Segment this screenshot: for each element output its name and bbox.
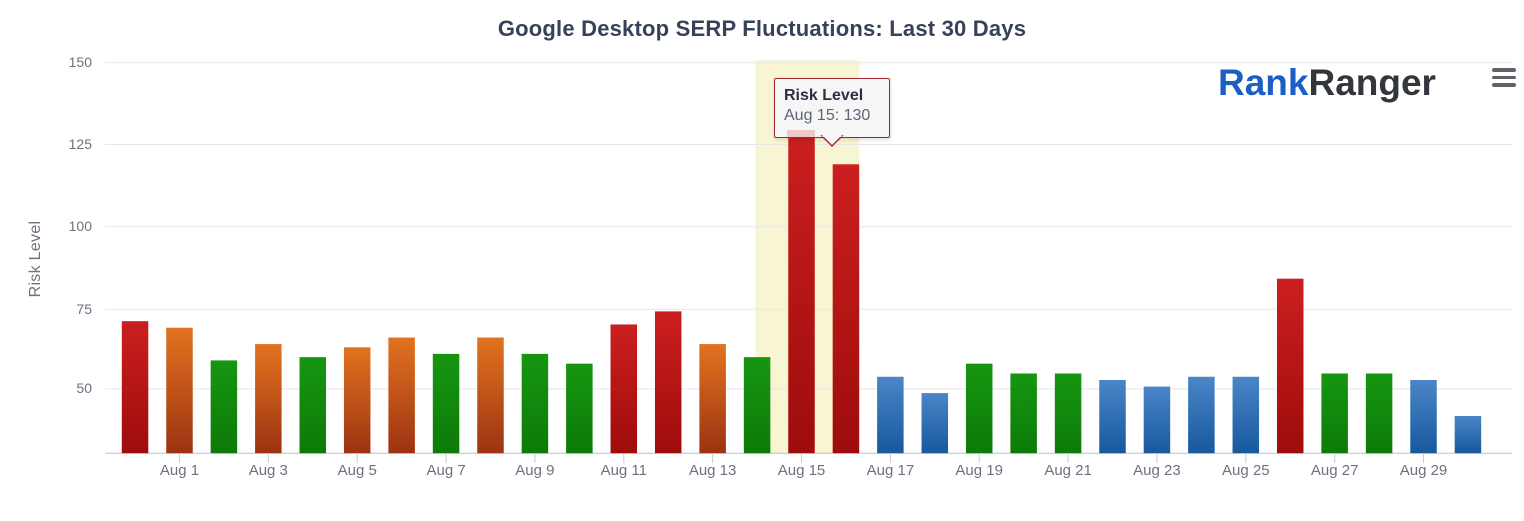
svg-text:Aug 17: Aug 17	[867, 462, 915, 479]
svg-text:Aug 13: Aug 13	[689, 462, 737, 479]
svg-text:75: 75	[76, 301, 92, 317]
svg-text:Aug 15: Aug 15	[778, 462, 826, 479]
svg-text:Aug 1: Aug 1	[160, 462, 199, 479]
svg-text:Aug 23: Aug 23	[1133, 462, 1181, 479]
svg-text:125: 125	[69, 136, 93, 152]
svg-text:Aug 5: Aug 5	[338, 462, 377, 479]
svg-text:Aug 9: Aug 9	[515, 462, 554, 479]
svg-text:Aug 29: Aug 29	[1400, 462, 1448, 479]
svg-text:100: 100	[69, 218, 93, 234]
svg-text:Aug 21: Aug 21	[1044, 462, 1092, 479]
svg-text:Aug 7: Aug 7	[426, 462, 465, 479]
svg-text:Aug 3: Aug 3	[249, 462, 288, 479]
svg-text:Aug 19: Aug 19	[955, 462, 1003, 479]
svg-text:50: 50	[76, 380, 92, 396]
svg-text:Aug 11: Aug 11	[601, 462, 647, 479]
svg-text:Aug 27: Aug 27	[1311, 462, 1359, 479]
svg-text:150: 150	[69, 54, 93, 70]
svg-text:Aug 25: Aug 25	[1222, 462, 1270, 479]
